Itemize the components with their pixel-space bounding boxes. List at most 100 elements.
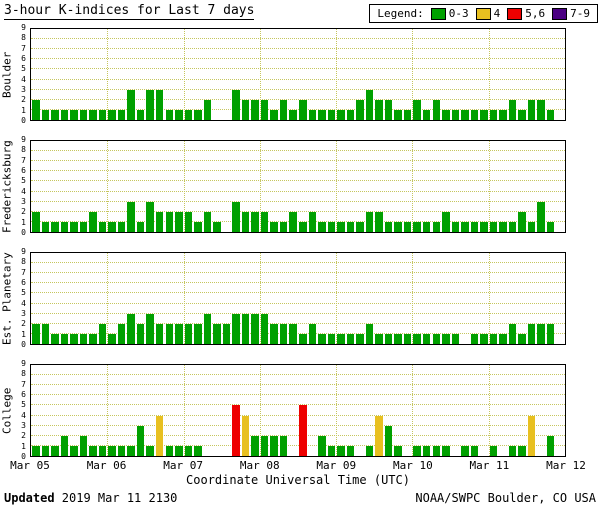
k-index-bar	[117, 221, 126, 232]
h-gridline	[31, 210, 565, 212]
k-index-bar	[194, 445, 202, 456]
k-index-bar	[432, 445, 441, 456]
k-index-bar	[251, 211, 259, 232]
k-index-bar	[60, 221, 69, 232]
h-gridline	[31, 322, 565, 324]
y-tick-label: 4	[21, 74, 26, 84]
k-index-bar	[365, 89, 374, 120]
v-gridline	[107, 29, 109, 120]
k-index-bar	[337, 445, 345, 456]
k-index-bar	[508, 445, 517, 456]
k-index-bar	[337, 109, 345, 120]
k-index-bar	[136, 425, 145, 456]
y-tick-label: 2	[21, 95, 26, 105]
plot-area	[30, 28, 566, 121]
k-index-bar	[413, 221, 421, 232]
k-index-bar	[232, 201, 240, 232]
k-index-bar	[184, 109, 193, 120]
k-index-bar	[442, 445, 450, 456]
k-index-bar	[279, 323, 288, 344]
v-gridline	[336, 365, 338, 456]
v-gridline	[488, 253, 490, 344]
k-index-bar	[442, 211, 450, 232]
k-index-bar	[232, 405, 240, 456]
y-tick-label: 1	[21, 105, 26, 115]
y-tick-label: 6	[21, 278, 26, 287]
k-index-bar	[375, 211, 383, 232]
k-index-bar	[546, 221, 555, 232]
k-index-bar	[356, 99, 364, 120]
station-label: Est. Planetary	[0, 252, 14, 345]
v-gridline	[488, 29, 490, 120]
k-index-bar	[489, 221, 498, 232]
v-gridline	[183, 253, 185, 344]
v-gridline	[412, 29, 414, 120]
h-gridline	[31, 404, 565, 406]
k-index-bar	[251, 99, 259, 120]
k-index-bar	[51, 445, 59, 456]
h-gridline	[31, 220, 565, 222]
y-tick-label: 3	[21, 197, 26, 206]
k-index-bar	[327, 109, 336, 120]
h-gridline	[31, 48, 565, 50]
v-gridline	[107, 365, 109, 456]
yellow-swatch-icon	[475, 7, 491, 20]
k-index-bar	[346, 109, 355, 120]
k-index-bar	[537, 323, 545, 344]
k-index-bar	[422, 221, 431, 232]
h-gridline	[31, 332, 565, 334]
v-gridline	[107, 141, 109, 232]
k-index-bar	[318, 435, 326, 456]
k-index-bar	[299, 221, 307, 232]
k-index-bar	[480, 221, 488, 232]
k-index-bar	[451, 221, 460, 232]
x-axis-tick-labels: Mar 05 Mar 06 Mar 07 Mar 08 Mar 09 Mar 10 Mar …	[10, 459, 586, 472]
k-index-bar	[442, 333, 450, 344]
k-index-bar	[155, 415, 164, 456]
h-gridline	[31, 180, 565, 182]
k-index-bar	[194, 323, 202, 344]
footer: Updated 2019 Mar 11 2130 NOAA/SWPC Bould…	[4, 491, 596, 505]
v-gridline	[336, 29, 338, 120]
y-tick-label: 6	[21, 390, 26, 399]
h-gridline	[31, 384, 565, 386]
k-index-bar	[346, 445, 355, 456]
k-index-bar	[98, 323, 107, 344]
k-index-bar	[155, 89, 164, 120]
k-index-bar	[289, 109, 297, 120]
k-index-bar	[470, 445, 479, 456]
k-index-bar	[270, 435, 278, 456]
k-index-bar	[384, 99, 393, 120]
y-tick-label: 3	[21, 421, 26, 430]
h-gridline	[31, 190, 565, 192]
v-gridline	[412, 141, 414, 232]
k-index-bar	[432, 221, 441, 232]
k-index-bar	[260, 211, 269, 232]
k-index-bar	[384, 221, 393, 232]
k-index-bar	[175, 211, 183, 232]
k-index-bar	[308, 211, 317, 232]
y-tick-label: 0	[21, 340, 26, 349]
k-index-bar	[60, 109, 69, 120]
k-index-bar	[127, 89, 135, 120]
k-index-bar	[89, 211, 97, 232]
station-label: College	[0, 387, 14, 434]
green-swatch-icon	[430, 7, 446, 20]
k-index-bar	[51, 221, 59, 232]
k-index-bar	[175, 323, 183, 344]
panel-college: College 0 1 2 3 4 5 6 7 8 9	[0, 360, 600, 461]
k-index-bar	[527, 415, 536, 456]
k-index-bar	[251, 435, 259, 456]
h-gridline	[31, 282, 565, 284]
k-index-bar	[289, 323, 297, 344]
k-index-bar	[41, 109, 50, 120]
k-index-bar	[489, 445, 498, 456]
k-index-bar	[518, 333, 526, 344]
k-index-bar	[413, 445, 421, 456]
x-tick-label: Mar 07	[163, 459, 204, 472]
k-index-bar	[270, 109, 278, 120]
k-index-bar	[32, 99, 40, 120]
k-index-bar	[403, 109, 412, 120]
